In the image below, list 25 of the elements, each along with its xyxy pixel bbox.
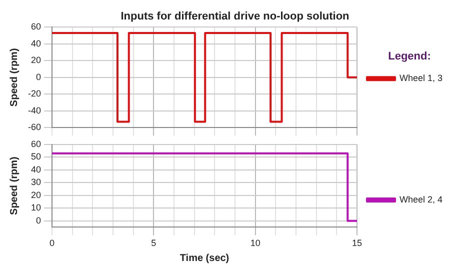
y-tick-label: 60 xyxy=(30,22,41,32)
y-tick-label: 20 xyxy=(30,55,41,66)
y-axis-title: Speed (rpm) xyxy=(8,48,20,107)
x-tick-label: 0 xyxy=(49,238,55,248)
y-tick-label: -20 xyxy=(28,88,41,99)
y-tick-label: 0 xyxy=(36,72,41,82)
y-tick-label: 50 xyxy=(30,152,41,162)
legend-label: Wheel 2, 4 xyxy=(400,194,443,204)
y-tick-label: 0 xyxy=(36,215,41,226)
legend-label: Wheel 1, 3 xyxy=(400,73,443,84)
legend-title: Legend: xyxy=(388,50,431,62)
y-tick-label: 20 xyxy=(30,190,41,200)
x-axis-title: Time (sec) xyxy=(180,252,230,264)
x-tick-label: 5 xyxy=(151,238,156,248)
y-tick-label: 60 xyxy=(30,138,41,149)
y-tick-label: 40 xyxy=(30,38,41,48)
y-tick-label: 40 xyxy=(30,164,41,174)
x-tick-label: 10 xyxy=(250,238,260,248)
y-tick-label: 30 xyxy=(30,177,41,188)
y-tick-label: -40 xyxy=(28,105,41,116)
x-tick-label: 15 xyxy=(352,238,362,248)
y-tick-label: 10 xyxy=(30,202,41,213)
y-axis-title: Speed (rpm) xyxy=(8,156,20,215)
chart-title: Inputs for differential drive no-loop solution xyxy=(120,10,350,23)
y-tick-label: -60 xyxy=(28,122,41,132)
